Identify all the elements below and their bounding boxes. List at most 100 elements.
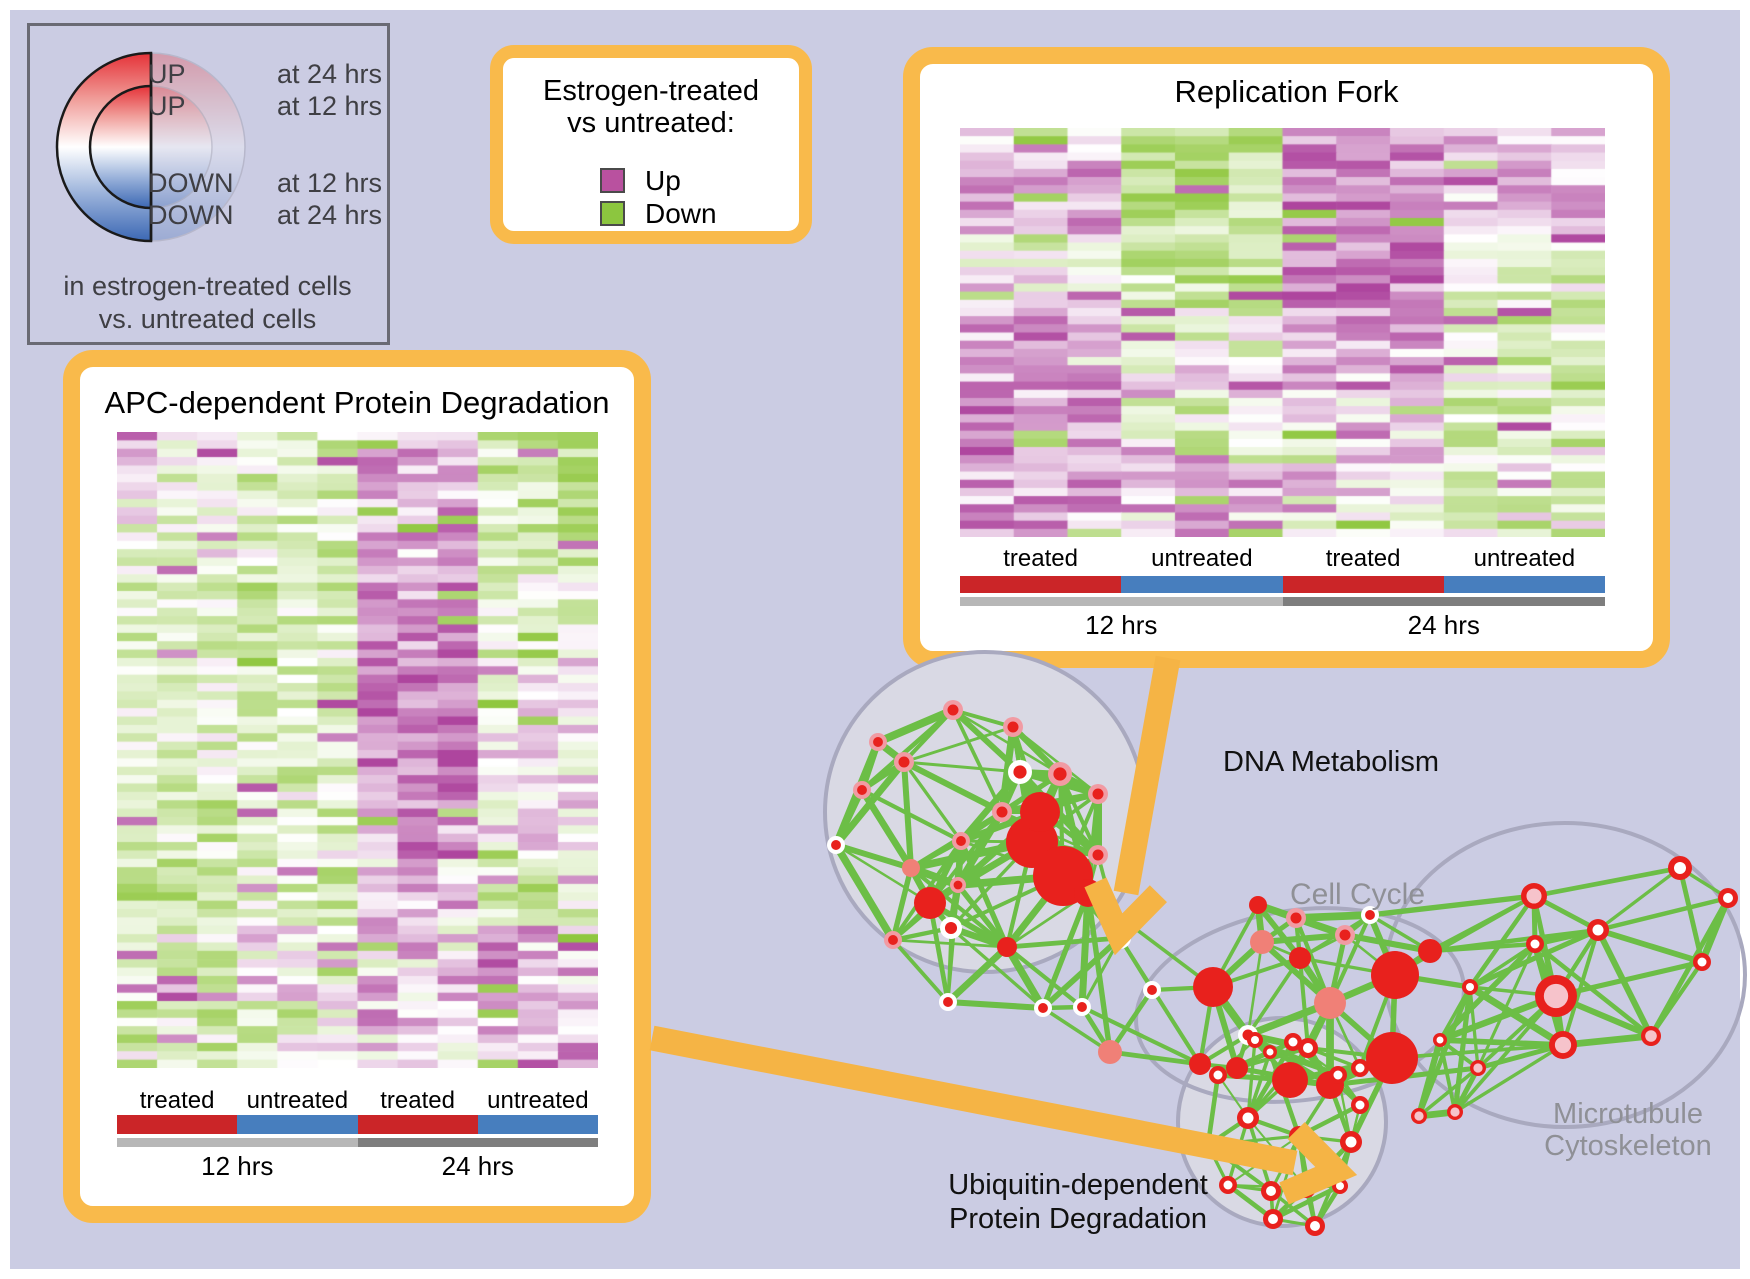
network-node-core [953, 880, 963, 890]
network-node [1193, 967, 1233, 1007]
network-edge [952, 708, 1061, 776]
network-edge [1041, 935, 1122, 1011]
key-item-down: Down [503, 199, 799, 229]
group-label: untreated [1473, 545, 1576, 572]
network-edge [1595, 928, 1654, 1038]
untreated-bar [237, 1115, 358, 1134]
network-edge [1269, 1050, 1339, 1077]
network-node-center [1645, 1030, 1657, 1042]
network-edge [891, 938, 950, 1004]
up-color-swatch [600, 168, 625, 193]
network-edge [835, 842, 912, 871]
pathway-arrow-head [1084, 877, 1167, 956]
legend-caption-line1: in estrogen-treated cells [63, 271, 352, 301]
key-title-line2: vs untreated: [567, 107, 735, 139]
network-edge [903, 760, 1021, 774]
network-node-core [956, 836, 966, 846]
key-item-label: Up [645, 165, 681, 196]
rf-condition-bar [960, 576, 1605, 593]
network-node-center [1336, 1182, 1344, 1190]
network-edge [1246, 1051, 1272, 1119]
network-edge [1012, 725, 1099, 796]
legend-row-up-24: UP at 24 hrs [148, 60, 382, 88]
network-node-center [1450, 1107, 1460, 1117]
legend-time: at 12 hrs [276, 168, 382, 198]
network-node [1371, 951, 1419, 999]
network-node-center [1266, 1186, 1276, 1196]
network-node-core [996, 806, 1008, 818]
network-edge [1454, 1043, 1564, 1114]
network-node-center [1466, 983, 1474, 991]
network-edge [909, 866, 1009, 949]
network-node-center [1530, 939, 1540, 949]
bar-12hrs [960, 597, 1283, 606]
network-edge [1271, 1135, 1301, 1220]
network-edge [1205, 1074, 1221, 1146]
treated-bar [117, 1115, 238, 1134]
dna-metabolism-label: DNA Metabolism [1223, 746, 1439, 778]
network-edge [1417, 1066, 1480, 1118]
network-node-core [873, 737, 883, 747]
network-node-center [1213, 1070, 1223, 1080]
network-edge [860, 708, 955, 792]
network-edge [1562, 1032, 1652, 1049]
microtubule-label-line1: Microtubule [1553, 1098, 1703, 1130]
down-color-swatch [600, 201, 625, 226]
network-edge [1452, 986, 1473, 1113]
network-edge [1677, 867, 1705, 963]
network-node-center [1355, 1100, 1365, 1110]
network-edge [1561, 929, 1600, 1046]
network-node-core [857, 785, 867, 795]
network-node-core [1013, 765, 1027, 779]
network-edge [1271, 1183, 1342, 1222]
network-edge [903, 725, 1014, 764]
network-node-center [1436, 1036, 1444, 1044]
legend-row-up-12: UP at 12 hrs [148, 92, 382, 120]
key-item-label: Down [645, 198, 717, 229]
time-label: 12 hrs [1085, 610, 1158, 640]
network-node-core [831, 840, 841, 850]
rf-group-labels: treated untreated treated untreated [960, 545, 1605, 573]
treated-bar [960, 576, 1122, 593]
network-edge [1042, 1006, 1111, 1054]
legend-time: at 24 hrs [276, 200, 382, 230]
network-edge [949, 926, 1045, 1010]
network-node-center [1674, 862, 1686, 874]
network-node-core [1290, 912, 1302, 924]
network-edge [951, 709, 1004, 813]
network-node-center [1723, 893, 1733, 903]
network-edge [902, 761, 963, 842]
untreated-bar [477, 1115, 598, 1134]
network-edge [1438, 942, 1537, 1042]
panel-replication-fork: Replication Fork treated untreated treat… [903, 47, 1670, 668]
network-node [1272, 1062, 1308, 1098]
network-edge [1597, 927, 1703, 965]
network-edge [946, 927, 953, 1003]
network-node-center [1345, 1136, 1357, 1148]
replication-fork-heatmap [960, 128, 1605, 537]
network-edge [876, 706, 955, 746]
apc-group-labels: treated untreated treated untreated [117, 1087, 598, 1115]
network-edge [945, 944, 1010, 1005]
network-node [1249, 896, 1267, 914]
network-node-center [1268, 1214, 1278, 1224]
panel-apc-title: APC-dependent Protein Degradation [104, 385, 610, 420]
network-edge [1109, 1049, 1201, 1067]
network-node-center [1592, 924, 1604, 936]
group-label: untreated [246, 1087, 349, 1114]
network-node [1020, 792, 1060, 832]
pathway-arrow-shaft [649, 1025, 1298, 1176]
time-label: 12 hrs [201, 1151, 274, 1181]
network-edge [1477, 1042, 1564, 1071]
network-node-center [1266, 1048, 1274, 1056]
time-label: 24 hrs [441, 1151, 514, 1181]
network-edge [1429, 894, 1535, 953]
network-node-center [1543, 983, 1569, 1009]
network-edge [1297, 957, 1311, 1049]
legend-direction: UP [148, 91, 186, 121]
network-node-core [888, 935, 898, 945]
network-edge [955, 883, 1010, 949]
network-node-center [1414, 1111, 1424, 1121]
network-edge [892, 938, 1008, 949]
network-node [1366, 1032, 1418, 1084]
